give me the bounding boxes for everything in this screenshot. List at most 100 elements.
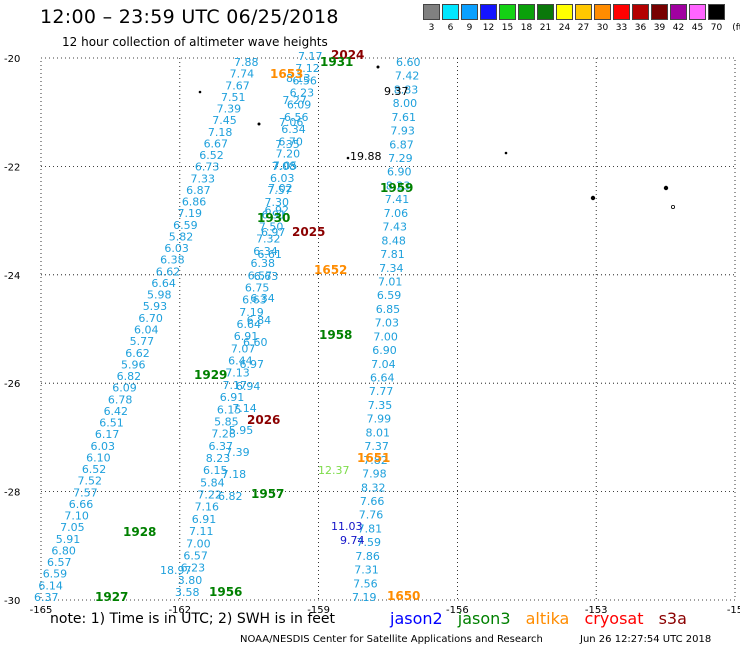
mission-legend: jason2 jason3 altika cryosat s3a (390, 609, 697, 628)
track-a-value: 6.42 (104, 405, 129, 418)
track-a-value: 6.64 (151, 277, 176, 290)
track-b-value: 6.37 (209, 440, 234, 453)
legend-swatch (537, 4, 554, 20)
legend-value: 15 (501, 23, 514, 33)
track-a-value: 6.78 (108, 393, 133, 406)
track-a-value: 6.51 (99, 417, 124, 430)
track-a-value: 6.37 (34, 591, 59, 604)
x-tick-label: -15 (727, 605, 740, 616)
track-a-value: 6.59 (43, 568, 67, 581)
track-c-value: 7.04 (371, 358, 396, 371)
track-a-value: 6.38 (160, 254, 185, 267)
track-b-value: 6.56 (284, 111, 309, 124)
track-c-value: 7.01 (378, 275, 403, 288)
pass-label: 1956 (209, 585, 242, 599)
track-b-value: 7.57 (267, 184, 292, 197)
track-d-value: 6.92 (265, 204, 290, 217)
mission-s3a: s3a (658, 609, 687, 628)
y-tick-label: -28 (4, 488, 20, 499)
track-c-value: 8.83 (394, 83, 419, 96)
pass-label: 1931 (320, 55, 353, 69)
page-subtitle: 12 hour collection of altimeter wave hei… (62, 35, 328, 49)
track-c-value: 7.19 (352, 591, 377, 604)
track-d-value: 7.27 (282, 94, 307, 107)
track-a-value: 6.62 (125, 347, 150, 360)
legend-value: 18 (520, 23, 533, 33)
track-a-value: 5.96 (121, 358, 145, 371)
track-d-value: 8.13 (286, 72, 311, 85)
y-tick-label: -24 (4, 271, 20, 282)
legend-value: 33 (615, 23, 628, 33)
pass-label: 2025 (292, 225, 325, 239)
legend-swatch (556, 4, 573, 20)
track-d-value: 6.94 (236, 380, 260, 393)
track-c-value: 7.31 (354, 564, 379, 577)
x-tick-label: -153 (585, 605, 608, 616)
track-a-value: 6.52 (82, 463, 107, 476)
map-grid (40, 57, 736, 601)
legend-value: 36 (634, 23, 647, 33)
legend-swatch (480, 4, 497, 20)
track-c-value: 8.01 (366, 426, 391, 439)
island (671, 204, 676, 209)
legend-swatch (594, 4, 611, 20)
track-b-value: 7.12 (295, 62, 320, 75)
legend-value: 27 (577, 23, 590, 33)
track-c-value: 7.43 (382, 221, 407, 234)
track-c-value: 7.81 (358, 522, 383, 535)
legend-swatch (651, 4, 668, 20)
island (376, 65, 380, 69)
track-b-value: 6.75 (245, 281, 269, 294)
track-c-value: 7.82 (363, 454, 388, 467)
track-c-value: 7.35 (368, 399, 393, 412)
legend-swatch (423, 4, 440, 20)
track-a-value: 7.33 (191, 172, 216, 185)
track-c-value: 7.81 (380, 248, 405, 261)
legend-swatch (632, 4, 649, 20)
track-a-value: 6.57 (47, 556, 72, 569)
track-b-value: 6.44 (228, 355, 253, 368)
track-a-value: 6.62 (156, 265, 181, 278)
track-b-value: 6.64 (237, 318, 262, 331)
track-a-value: 5.98 (147, 289, 172, 302)
credit-line: NOAA/NESDIS Center for Satellite Applica… (240, 634, 543, 645)
track-a-value: 7.05 (60, 521, 85, 534)
pass-label: 1930 (257, 211, 290, 225)
track-b-value: 6.15 (217, 403, 242, 416)
track-b-value: 5.85 (214, 415, 239, 428)
track-b-value: 5.84 (200, 476, 225, 489)
track-b-value: 7.20 (276, 147, 301, 160)
track-a-value: 6.70 (138, 312, 163, 325)
track-c-value: 6.90 (372, 344, 397, 357)
track-a-value: 5.91 (56, 533, 81, 546)
island (504, 151, 508, 155)
track-a-value: 6.87 (186, 184, 211, 197)
track-c-value: 7.93 (390, 125, 415, 138)
pass-label: 1927 (95, 590, 128, 604)
track-b-value: 7.17 (223, 379, 248, 392)
legend-swatch (499, 4, 516, 20)
legend-value: 70 (710, 23, 723, 33)
wave-tracks: 7.887.747.677.517.397.457.186.676.526.73… (34, 50, 421, 604)
legend-swatch (442, 4, 459, 20)
pass-label: 1653 (270, 67, 303, 81)
track-b-value: 7.22 (197, 489, 222, 502)
map-frame (40, 57, 736, 601)
mission-altika: altika (525, 609, 570, 628)
track-b-value: 3.58 (175, 586, 200, 599)
track-d-value: 7.08 (272, 160, 297, 173)
track-c-value: 7.37 (364, 440, 389, 453)
pass-label: 1652 (314, 263, 347, 277)
track-b-value: 6.15 (203, 464, 228, 477)
legend-value: 42 (672, 23, 685, 33)
track-d-value: 7.06 (279, 116, 304, 129)
legend-value: 30 (596, 23, 609, 33)
track-b-value: 6.70 (278, 135, 303, 148)
pass-label: 1651 (357, 451, 390, 465)
track-d-value: 6.63 (254, 270, 279, 283)
legend-value: 39 (653, 23, 666, 33)
track-b-value: 7.13 (225, 367, 250, 380)
track-d-value: 7.35 (275, 138, 300, 151)
track-c-value: 7.98 (362, 468, 387, 481)
